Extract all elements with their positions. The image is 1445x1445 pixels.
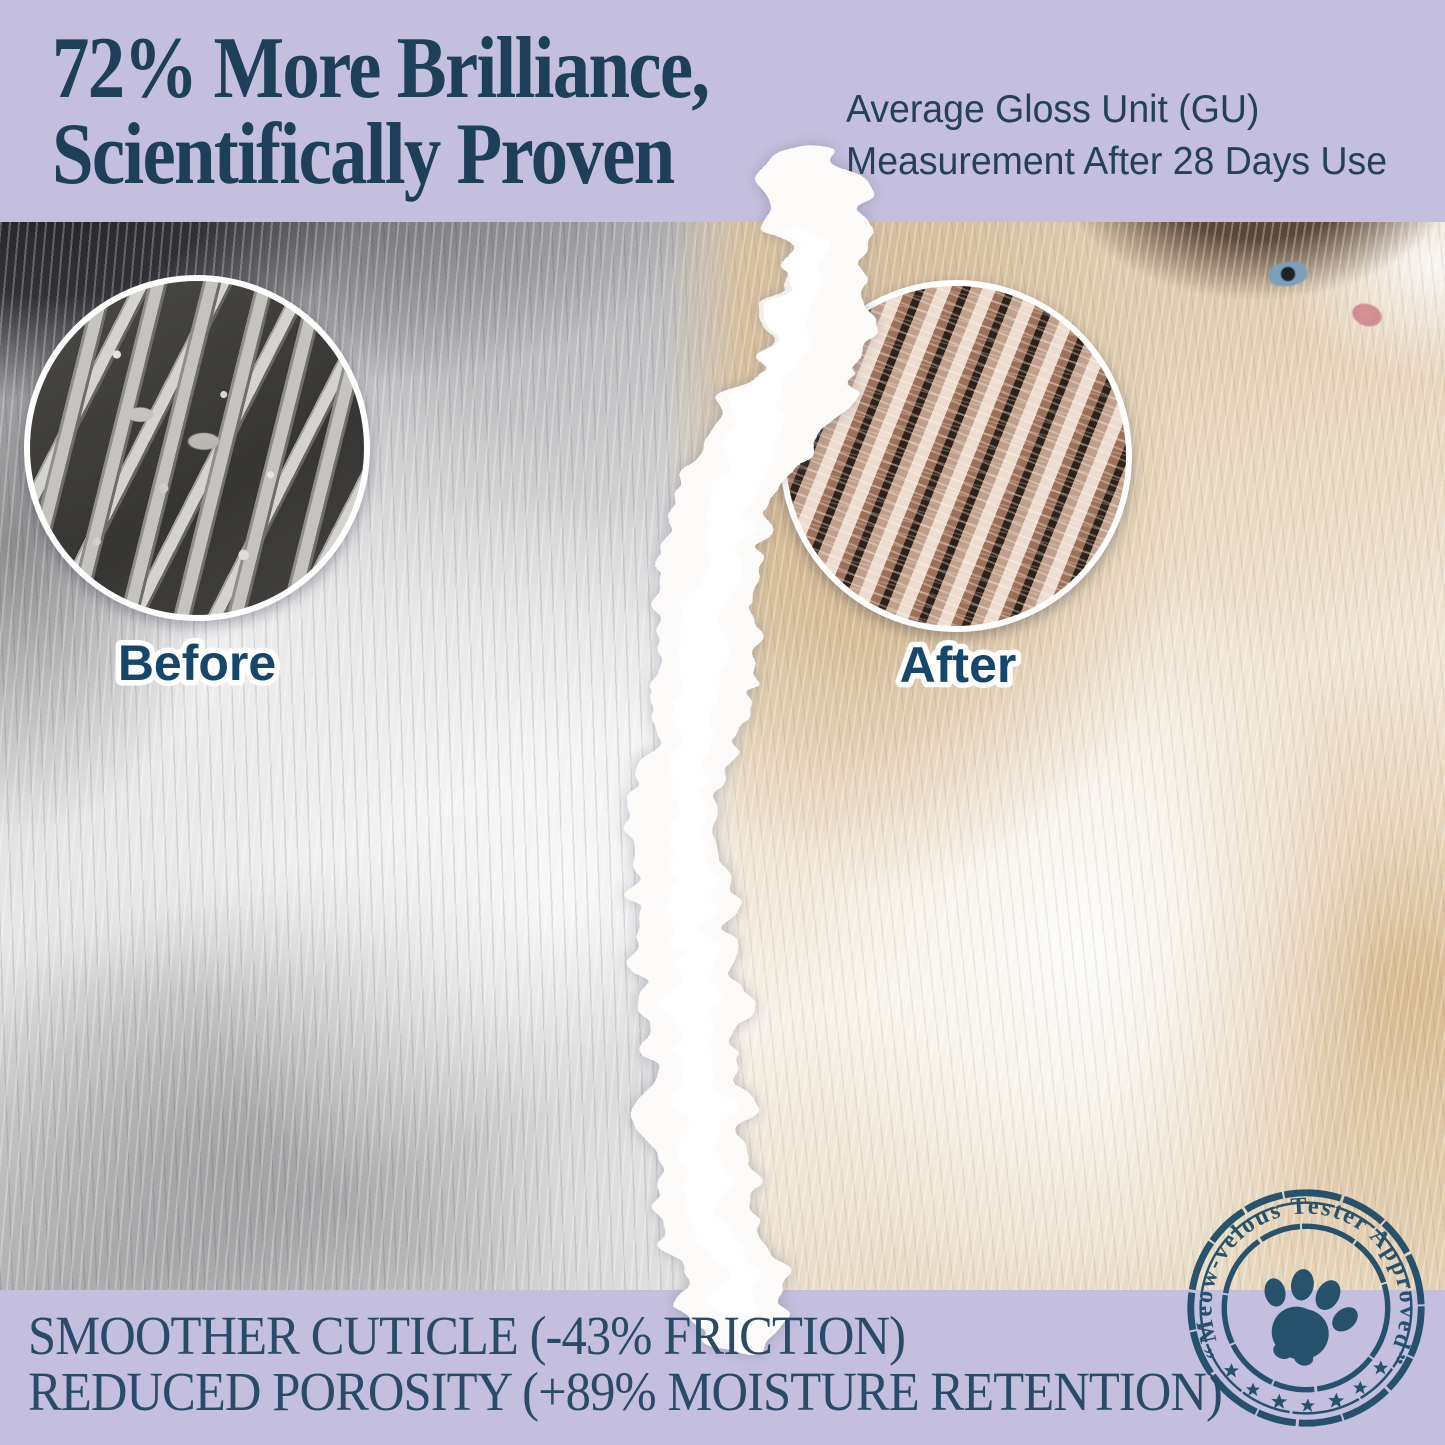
claim-reduced-porosity: REDUCED POROSITY (+89% MOISTURE RETENTIO…	[28, 1361, 1223, 1422]
before-label: Before	[112, 630, 281, 697]
stamp-outer-ring	[1187, 1189, 1425, 1427]
measurement-note-line2: Measurement After 28 Days Use	[846, 140, 1388, 183]
star-icon	[1373, 1360, 1389, 1375]
star-icon	[1328, 1392, 1345, 1408]
measurement-note-line1: Average Gloss Unit (GU)	[846, 88, 1260, 131]
after-label-text: After	[900, 637, 1017, 693]
stamp-stars	[1223, 1360, 1389, 1412]
before-label-text: Before	[118, 635, 276, 691]
star-icon	[1300, 1398, 1315, 1412]
cream-divider	[628, 150, 875, 1356]
after-microscope-inset	[780, 280, 1132, 632]
page-title-line2: Scientifically Proven	[52, 106, 675, 203]
footer-claims: SMOOTHER CUTICLE (-43% FRICTION) REDUCED…	[28, 1305, 1223, 1422]
paw-icon	[1264, 1269, 1358, 1366]
after-label: After	[894, 632, 1022, 699]
stamp-middle-ring	[1199, 1201, 1413, 1415]
star-icon	[1223, 1363, 1239, 1378]
star-icon	[1245, 1382, 1261, 1397]
measurement-note: Average Gloss Unit (GU) Measurement Afte…	[846, 84, 1387, 188]
before-microscope-inset	[24, 275, 370, 621]
page-title: 72% More Brilliance, Scientifically Prov…	[52, 20, 710, 203]
page-title-line1: 72% More Brilliance,	[52, 20, 710, 117]
claim-smoother-cuticle: SMOOTHER CUTICLE (-43% FRICTION)	[28, 1305, 906, 1366]
stamp-inner-ring	[1221, 1223, 1391, 1393]
star-icon	[1353, 1380, 1368, 1395]
star-icon	[1271, 1393, 1288, 1409]
tester-approved-stamp: “Meow-velous Tester Approved”	[1187, 1189, 1425, 1427]
